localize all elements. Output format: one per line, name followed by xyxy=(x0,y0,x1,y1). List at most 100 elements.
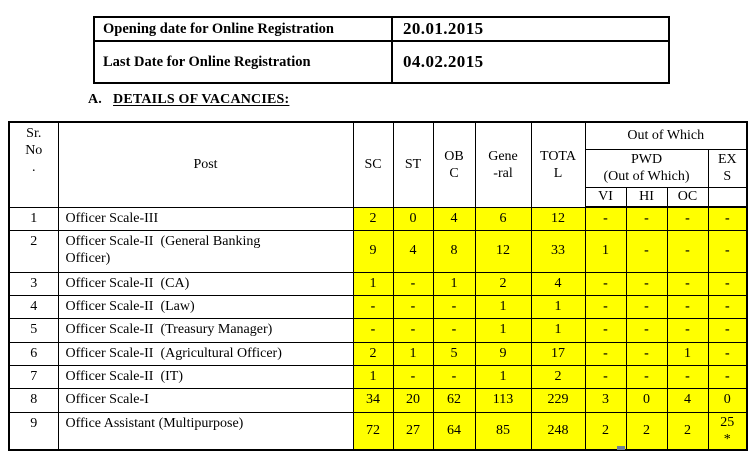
vacancy-count-cell: - xyxy=(666,271,709,296)
vacancy-count-cell: 1 xyxy=(392,341,434,366)
vacancy-count-cell: - xyxy=(584,341,627,366)
vacancy-count-cell: - xyxy=(584,317,627,343)
post-cell: Officer Scale-II (Law) xyxy=(57,294,354,319)
sr-no-cell: 5 xyxy=(8,317,59,343)
table-row: 3 Officer Scale-II (CA) 1-1 2 4- - - - xyxy=(8,271,748,296)
vacancy-count-cell: 1 xyxy=(432,271,476,296)
vacancy-count-cell: 1 xyxy=(352,364,394,389)
vacancies-table: Sr. No . Post SC ST OB C Gene -ral TOTA … xyxy=(8,121,749,451)
post-cell: Officer Scale-II (IT) xyxy=(57,364,354,389)
vacancy-count-cell: - xyxy=(707,229,748,273)
vacancy-count-cell: - xyxy=(584,206,627,231)
col-header-general: Gene -ral xyxy=(474,121,532,208)
vacancy-count-cell: 33 xyxy=(530,229,586,273)
post-cell: Officer Scale-II (General Banking Office… xyxy=(57,229,354,273)
vacancy-count-cell: 1 xyxy=(474,364,532,389)
sr-no-cell: 7 xyxy=(8,364,59,389)
post-cell: Officer Scale-II (Treasury Manager) xyxy=(57,317,354,343)
vacancy-count-cell: - xyxy=(625,364,668,389)
vacancy-count-cell: 1 xyxy=(474,294,532,319)
vacancy-count-cell: 0 xyxy=(625,387,668,413)
vacancy-count-cell: 2 xyxy=(352,206,394,231)
table-row: Opening date for Online Registration 20.… xyxy=(93,16,670,42)
vacancy-count-cell: 1 xyxy=(530,317,586,343)
post-cell: Officer Scale-II (CA) xyxy=(57,271,354,296)
vacancy-count-cell: - xyxy=(625,206,668,231)
vacancy-count-cell: 2 xyxy=(474,271,532,296)
vacancy-count-cell: - xyxy=(707,364,748,389)
vacancy-count-cell: 8 xyxy=(432,229,476,273)
vacancy-count-cell: 4 xyxy=(666,387,709,413)
sr-no-cell: 2 xyxy=(8,229,59,273)
vacancy-count-cell: - xyxy=(432,294,476,319)
vacancy-count-cell: 2 xyxy=(584,411,627,451)
vacancy-count-cell: - xyxy=(666,364,709,389)
vacancy-count-cell: 62 xyxy=(432,387,476,413)
vacancy-count-cell: - xyxy=(666,206,709,231)
vacancy-count-cell: - xyxy=(707,294,748,319)
post-cell: Office Assistant (Multipurpose) xyxy=(57,411,354,451)
opening-date-label: Opening date for Online Registration xyxy=(93,16,393,42)
vacancy-count-cell: 9 xyxy=(352,229,394,273)
vacancy-count-cell: 1 xyxy=(530,294,586,319)
vacancy-count-cell: - xyxy=(392,271,434,296)
vacancy-count-cell: 4 xyxy=(432,206,476,231)
vacancy-count-cell: 1 xyxy=(474,317,532,343)
sr-no-cell: 1 xyxy=(8,206,59,231)
vacancy-count-cell: - xyxy=(707,271,748,296)
vacancy-count-cell: - xyxy=(584,364,627,389)
col-header-exs-sub xyxy=(707,186,748,208)
vacancy-count-cell: 2 xyxy=(666,411,709,451)
cut-off-text-fragment xyxy=(617,446,625,450)
post-cell: Officer Scale-II (Agricultural Officer) xyxy=(57,341,354,366)
sr-no-cell: 9 xyxy=(8,411,59,451)
vacancy-count-cell: 1 xyxy=(584,229,627,273)
table-row: 5 Officer Scale-II (Treasury Manager) - - -1… xyxy=(8,317,748,343)
vacancy-count-cell: - xyxy=(666,317,709,343)
col-header-obc: OB C xyxy=(432,121,476,208)
sr-no-cell: 8 xyxy=(8,387,59,413)
table-row: 6 Officer Scale-II (Agricultural Officer)… xyxy=(8,341,748,366)
col-header-total: TOTA L xyxy=(530,121,586,208)
section-title: DETAILS OF VACANCIES: xyxy=(113,92,290,107)
vacancy-count-cell: - xyxy=(625,229,668,273)
sr-no-cell: 4 xyxy=(8,294,59,319)
vacancy-count-cell: - xyxy=(352,294,394,319)
post-cell: Officer Scale-I xyxy=(57,387,354,413)
vacancy-count-cell: 113 xyxy=(474,387,532,413)
vacancy-count-cell: - xyxy=(625,341,668,366)
sr-no-cell: 6 xyxy=(8,341,59,366)
table-row: 8 Officer Scale-I 34 20 62 113 229 3 0 4 0 xyxy=(8,387,748,413)
vacancy-count-cell: 12 xyxy=(474,229,532,273)
vacancy-count-cell: 85 xyxy=(474,411,532,451)
vacancy-count-cell: - xyxy=(707,341,748,366)
vacancy-count-cell: 1 xyxy=(666,341,709,366)
vacancy-count-cell: 64 xyxy=(432,411,476,451)
vacancy-count-cell: - xyxy=(584,294,627,319)
last-date-label: Last Date for Online Registration xyxy=(93,40,393,84)
table-row: 7 Officer Scale-II (IT) 1- -1 2- - - - xyxy=(8,364,748,389)
vacancy-count-cell: - xyxy=(707,317,748,343)
vacancy-count-cell: 2 xyxy=(530,364,586,389)
vacancy-count-cell: 27 xyxy=(392,411,434,451)
col-header-sr-no: Sr. No . xyxy=(8,121,59,208)
post-cell: Officer Scale-III xyxy=(57,206,354,231)
vacancy-count-cell: 4 xyxy=(530,271,586,296)
header-row: PWD (Out of Which) EX S xyxy=(9,148,748,188)
section-heading: A. DETAILS OF VACANCIES: xyxy=(88,92,289,108)
vacancy-count-cell: 0 xyxy=(707,387,748,413)
col-header-hi: HI xyxy=(625,186,668,208)
opening-date-value: 20.01.2015 xyxy=(391,16,670,42)
vacancy-count-cell: 17 xyxy=(530,341,586,366)
vacancy-count-cell: 6 xyxy=(474,206,532,231)
vacancy-count-cell: - xyxy=(392,317,434,343)
vacancy-count-cell: 1 xyxy=(352,271,394,296)
vacancy-count-cell: - xyxy=(432,364,476,389)
col-header-post: Post xyxy=(57,121,354,208)
vacancy-count-cell: 5 xyxy=(432,341,476,366)
registration-dates-table: Opening date for Online Registration 20.… xyxy=(93,16,670,84)
col-header-pwd: PWD (Out of Which) xyxy=(584,148,709,188)
sr-no-cell: 3 xyxy=(8,271,59,296)
vacancy-count-cell: - xyxy=(625,294,668,319)
